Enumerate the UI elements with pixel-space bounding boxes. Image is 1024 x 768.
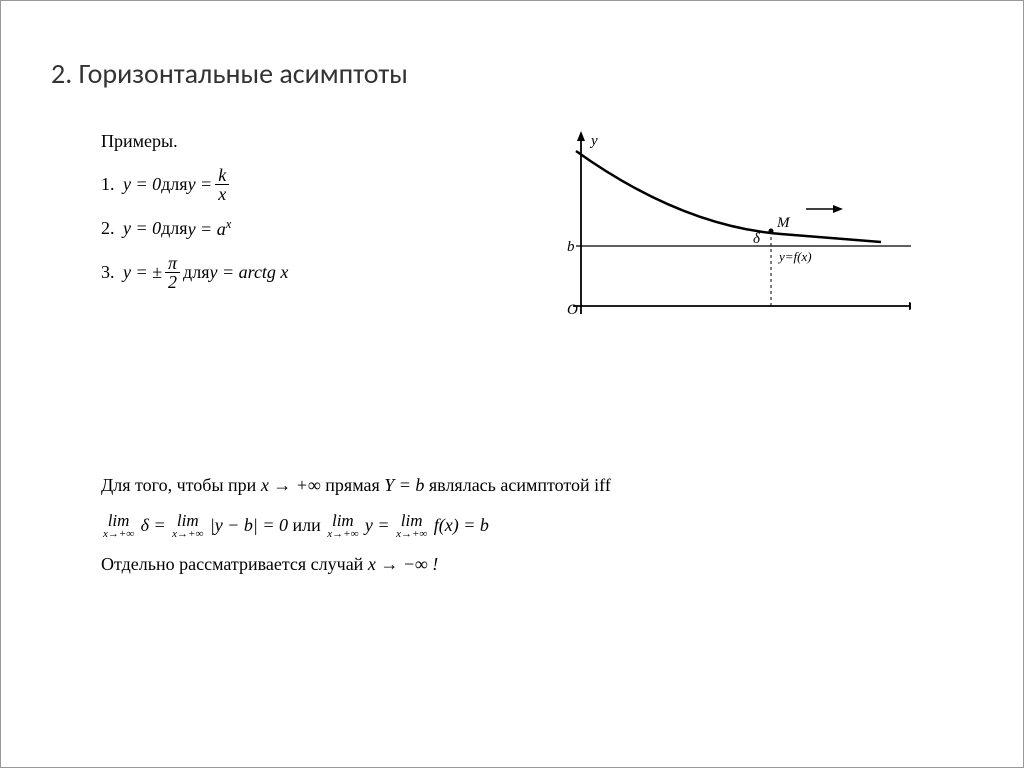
- ex1-lhs: y = 0: [123, 174, 161, 195]
- ex1-rhs: y =: [188, 174, 213, 195]
- ex1-num: 1.: [101, 174, 123, 195]
- svg-text:O: O: [567, 302, 578, 318]
- lim-2: limx→+∞: [172, 512, 203, 540]
- ex3-lhs: y = ±: [123, 262, 162, 283]
- ex2-lhs: y = 0: [123, 218, 161, 239]
- example-2: 2. y = 0 для y = ax: [101, 217, 531, 240]
- content-row: Примеры. 1. y = 0 для y = k x 2. y = 0 д…: [51, 131, 973, 336]
- ex2-for: для: [161, 218, 187, 239]
- ex1-frac: k x: [215, 166, 229, 203]
- ex3-frac: π 2: [165, 254, 180, 291]
- condition-line: Для того, чтобы при x → +∞ прямая Y = b …: [101, 466, 973, 506]
- examples-block: Примеры. 1. y = 0 для y = k x 2. y = 0 д…: [51, 131, 531, 305]
- lim-1: limx→+∞: [103, 512, 134, 540]
- ex2-num: 2.: [101, 218, 123, 239]
- example-1: 1. y = 0 для y = k x: [101, 166, 531, 203]
- limit-line: limx→+∞ δ = limx→+∞ |y − b| = 0 или limx…: [101, 506, 973, 546]
- lim-3: limx→+∞: [327, 512, 358, 540]
- svg-text:δ: δ: [753, 231, 761, 247]
- ex1-for: для: [161, 174, 187, 195]
- svg-text:b: b: [567, 239, 575, 255]
- svg-text:y: y: [589, 133, 598, 149]
- slide-title: 2. Горизонтальные асимптоты: [51, 56, 973, 91]
- ex2-rhs: y = ax: [188, 217, 232, 240]
- svg-text:y=f(x): y=f(x): [777, 249, 812, 264]
- ex3-num: 3.: [101, 262, 123, 283]
- example-3: 3. y = ± π 2 для y = arctg x: [101, 254, 531, 291]
- graph: yxbOMδy=f(x): [551, 131, 911, 336]
- bottom-text: Для того, чтобы при x → +∞ прямая Y = b …: [51, 466, 973, 585]
- lim-4: limx→+∞: [396, 512, 427, 540]
- examples-heading: Примеры.: [101, 131, 531, 152]
- note-line: Отдельно рассматривается случай x → −∞ !: [101, 545, 973, 585]
- ex3-rhs: y = arctg x: [209, 262, 288, 283]
- ex3-for: для: [183, 262, 209, 283]
- svg-text:M: M: [776, 215, 791, 231]
